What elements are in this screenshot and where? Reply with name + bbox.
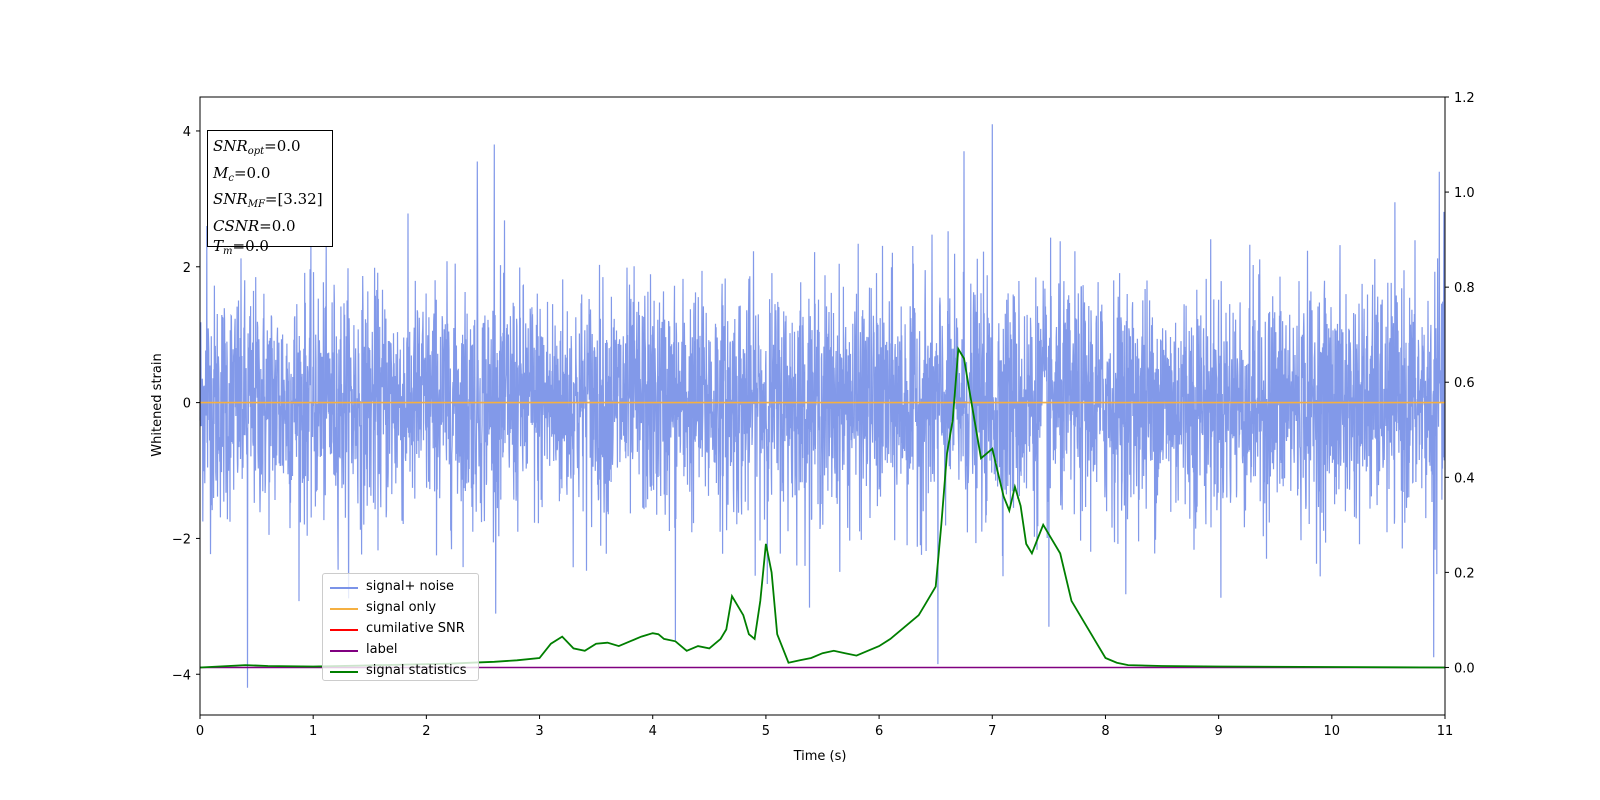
tm-value: =0.0 (232, 237, 269, 255)
y-right-tick-label: 0.0 (1454, 661, 1475, 676)
series-line-signal-statistics (199, 346, 1446, 669)
x-tick-label: 6 (875, 724, 883, 739)
x-tick-label: 10 (1324, 724, 1341, 739)
y-left-tick-label: 0 (183, 397, 191, 412)
legend-swatch-label (330, 650, 358, 652)
x-tick-label: 11 (1437, 724, 1454, 739)
y-left-tick-label: −2 (172, 532, 191, 547)
y-left-tick-label: 2 (183, 261, 191, 276)
y-right-tick-label: 0.4 (1454, 471, 1475, 486)
x-tick-label: 7 (988, 724, 996, 739)
series-line-signal-noise (199, 124, 1446, 688)
x-axis-label: Time (s) (793, 749, 847, 764)
stats-snr-mf: SNRMF=[3.32] (213, 190, 323, 210)
legend-label-signal-only: signal only (366, 600, 437, 615)
x-tick-label: 2 (422, 724, 430, 739)
legend-swatch-signal-only (330, 608, 358, 610)
legend-label-signal-noise: signal+ noise (366, 579, 455, 594)
x-tick-label: 3 (535, 724, 543, 739)
legend-item-signal-only: signal only (323, 598, 478, 619)
y-left-tick-label: −4 (172, 668, 191, 683)
x-tick-label: 9 (1214, 724, 1222, 739)
legend-item-label: label (323, 640, 478, 661)
legend-swatch-signal-noise (330, 587, 358, 589)
legend-swatch-cumilative-snr (330, 629, 358, 631)
y-axis-label: Whitened strain (150, 353, 165, 456)
legend-swatch-signal-statistics (330, 671, 358, 673)
y-right-tick-label: 1.2 (1454, 91, 1475, 106)
legend: signal+ noise signal only cumilative SNR… (322, 573, 479, 681)
y-right-tick-label: 0.2 (1454, 566, 1475, 581)
plot-frame (199, 96, 1446, 716)
legend-label-label: label (366, 642, 398, 657)
stats-snr-opt: SNRopt=0.0 (213, 137, 301, 157)
legend-label-signal-statistics: signal statistics (366, 663, 467, 678)
stats-box: SNRopt=0.0 Mc=0.0 SNRMF=[3.32] CSNR=0.0 … (207, 130, 333, 257)
legend-label-cumilative-snr: cumilative SNR (366, 621, 465, 636)
x-tick-label: 5 (762, 724, 770, 739)
axes-layer: 0 1 2 3 4 5 6 7 8 9 10 11 4 2 0 −2 −4 1.2 1.0 0.8 0.6 0.4 0.2 0… (172, 91, 1475, 739)
snr-opt-value: =0.0 (264, 137, 301, 155)
stats-csnr: CSNR=0.0 (213, 216, 296, 235)
x-tick-label: 8 (1101, 724, 1109, 739)
mc-value: =0.0 (233, 163, 271, 182)
legend-item-signal-noise: signal+ noise (323, 577, 478, 598)
x-tick-label: 4 (649, 724, 657, 739)
snr-mf-value: =[3.32] (264, 190, 323, 208)
y-right-tick-label: 0.8 (1454, 281, 1475, 296)
x-tick-label: 0 (196, 724, 204, 739)
y-right-tick-label: 1.0 (1454, 186, 1475, 201)
stats-mc: Mc=0.0 (213, 163, 271, 184)
x-tick-label: 1 (309, 724, 317, 739)
legend-item-signal-statistics: signal statistics (323, 661, 478, 682)
csnr-value: =0.0 (259, 216, 296, 235)
y-left-tick-label: 4 (183, 125, 191, 140)
stats-tm: Tm=0.0 (213, 237, 269, 257)
y-right-tick-label: 0.6 (1454, 376, 1475, 391)
signal-noise-layer (199, 124, 1446, 688)
legend-item-cumilative-snr: cumilative SNR (323, 619, 478, 640)
